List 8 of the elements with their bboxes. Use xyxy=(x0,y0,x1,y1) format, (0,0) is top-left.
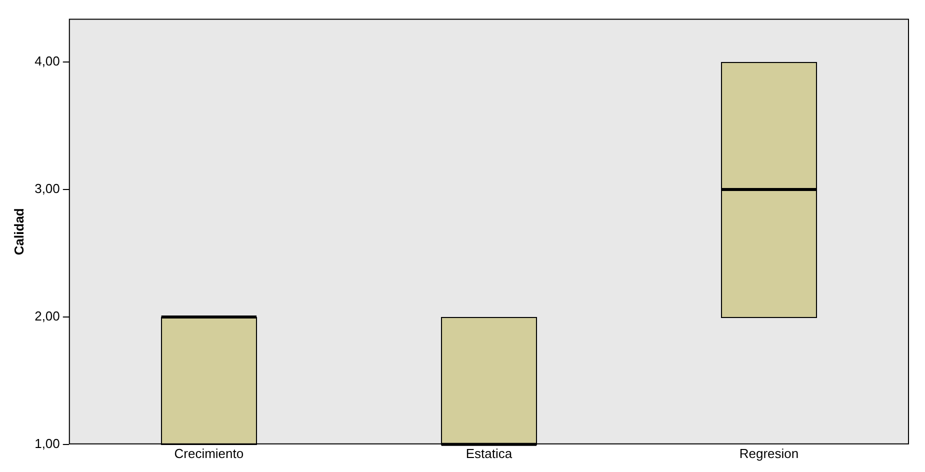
y-tick-label: 3,00 xyxy=(34,181,60,196)
y-tick-label: 1,00 xyxy=(34,436,60,451)
y-tick-label: 4,00 xyxy=(34,54,60,69)
x-tick-label: Crecimiento xyxy=(174,446,244,461)
x-tick-label: Estatica xyxy=(466,446,513,461)
x-tick-label: Regresion xyxy=(739,446,799,461)
y-axis-title: Calidad xyxy=(11,208,26,256)
y-tick-label: 2,00 xyxy=(34,308,60,324)
